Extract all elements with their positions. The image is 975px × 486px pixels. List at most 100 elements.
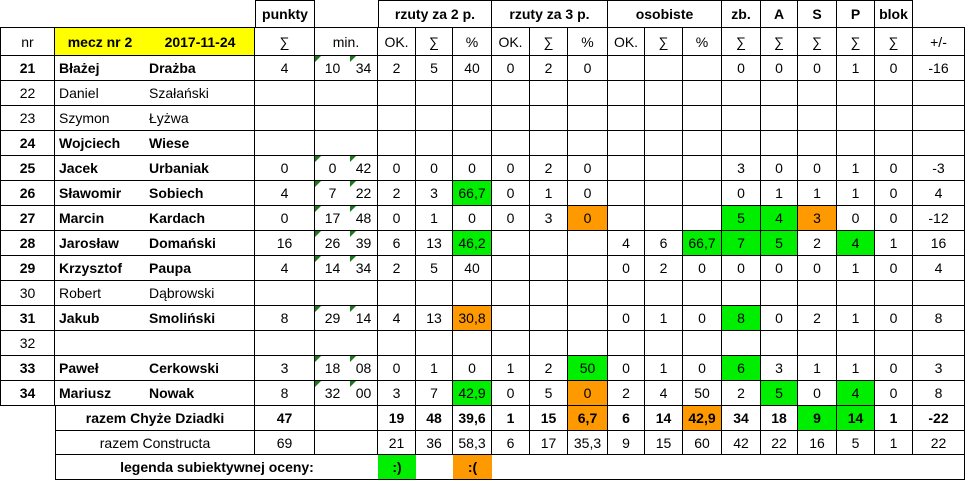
totals-team-p3pct: 6,7 — [568, 406, 608, 431]
subheader-cell: ∑ — [761, 27, 798, 56]
stat-p2ok: 0 — [378, 206, 416, 231]
stat-s — [798, 331, 837, 356]
stat-min-a — [315, 131, 350, 156]
stat-min-b — [350, 81, 378, 106]
stat-ftall — [645, 56, 683, 81]
stat-pm: -16 — [913, 56, 965, 81]
totals-opp-s: 16 — [798, 431, 837, 455]
stat-p — [837, 331, 875, 356]
stat-s: 2 — [798, 306, 837, 331]
stat-p3all — [530, 231, 568, 256]
stat-p2pct — [453, 331, 492, 356]
stat-min-b — [350, 106, 378, 131]
stat-blok: 1 — [875, 231, 913, 256]
stat-ftpct — [683, 331, 722, 356]
stat-ftpct — [683, 56, 722, 81]
stat-p3ok: 0 — [492, 56, 530, 81]
stat-blok — [875, 106, 913, 131]
player-first-name: Marcin — [55, 206, 145, 231]
totals-opp-p2ok: 21 — [378, 431, 416, 455]
subheader-cell: ∑ — [530, 27, 568, 56]
stat-s: 0 — [798, 56, 837, 81]
player-first-name: Jakub — [55, 306, 145, 331]
player-last-name: Dąbrowski — [145, 281, 255, 306]
stat-p3ok — [492, 81, 530, 106]
stat-ftall: 4 — [645, 381, 683, 406]
stat-pm — [913, 331, 965, 356]
totals-opp-p2all: 36 — [416, 431, 453, 455]
stat-min-a — [315, 331, 350, 356]
stat-p2all: 0 — [416, 156, 453, 181]
stat-pts: 0 — [255, 206, 315, 231]
player-nr: 31 — [0, 306, 55, 331]
stat-zb: 0 — [722, 181, 761, 206]
player-last-name: Domański — [145, 231, 255, 256]
match-label: mecz nr 2 — [67, 33, 133, 50]
stat-pm — [913, 106, 965, 131]
subheader-cell: ∑ — [837, 27, 875, 56]
player-nr: 28 — [0, 231, 55, 256]
stat-p3all — [530, 256, 568, 281]
player-nr: 26 — [0, 181, 55, 206]
stat-p2all: 13 — [416, 231, 453, 256]
stat-p2all — [416, 131, 453, 156]
stat-pm: 4 — [913, 181, 965, 206]
stat-a: 5 — [761, 231, 798, 256]
stat-pts: 0 — [255, 156, 315, 181]
stat-min-b: 34 — [350, 256, 378, 281]
stat-ftpct: 66,7 — [683, 231, 722, 256]
stat-zb — [722, 106, 761, 131]
stat-p: 1 — [837, 156, 875, 181]
stat-blok: 0 — [875, 381, 913, 406]
stat-a — [761, 281, 798, 306]
stat-min-b: 39 — [350, 231, 378, 256]
stat-ftpct: 0 — [683, 256, 722, 281]
stat-pts — [255, 81, 315, 106]
player-nr: 30 — [0, 281, 55, 306]
stat-min-a: 14 — [315, 256, 350, 281]
stat-zb: 7 — [722, 231, 761, 256]
player-last-name: Paupa — [145, 256, 255, 281]
stat-p2pct — [453, 81, 492, 106]
header-punkty: punkty — [255, 0, 315, 27]
stat-blok — [875, 131, 913, 156]
legend-fill — [492, 455, 965, 480]
stat-p2pct: 40 — [453, 56, 492, 81]
totals-team-blank — [315, 406, 378, 431]
stat-p2ok: 4 — [378, 306, 416, 331]
stat-p2ok — [378, 81, 416, 106]
legend-bad-swatch: :( — [453, 455, 492, 480]
stat-p3pct: 0 — [568, 381, 608, 406]
stat-min-a: 18 — [315, 356, 350, 381]
stat-p2pct: 46,2 — [453, 231, 492, 256]
stat-p2ok: 2 — [378, 181, 416, 206]
stat-p2pct: 66,7 — [453, 181, 492, 206]
player-first-name: Mariusz — [55, 381, 145, 406]
stat-p3all: 3 — [530, 206, 568, 231]
player-first-name: Krzysztof — [55, 256, 145, 281]
stat-a — [761, 81, 798, 106]
stat-p2all — [416, 81, 453, 106]
player-last-name: Sobiech — [145, 181, 255, 206]
stat-s: 1 — [798, 181, 837, 206]
stat-p3pct — [568, 131, 608, 156]
stat-s: 1 — [798, 356, 837, 381]
stat-p2all: 1 — [416, 206, 453, 231]
stat-blok: 0 — [875, 156, 913, 181]
stat-p3all — [530, 106, 568, 131]
stat-ftall — [645, 131, 683, 156]
stat-min-a: 10 — [315, 56, 350, 81]
stat-p2all: 3 — [416, 181, 453, 206]
subheader-cell: % — [453, 27, 492, 56]
stat-s — [798, 81, 837, 106]
stat-s — [798, 131, 837, 156]
stat-p2all — [416, 331, 453, 356]
stat-p2ok — [378, 331, 416, 356]
subheader-cell: ∑ — [645, 27, 683, 56]
stat-p3pct — [568, 331, 608, 356]
stat-a: 3 — [761, 356, 798, 381]
player-last-name: Drażba — [145, 56, 255, 81]
stat-min-a — [315, 106, 350, 131]
stat-p2pct: 0 — [453, 156, 492, 181]
player-first-name: Paweł — [55, 356, 145, 381]
